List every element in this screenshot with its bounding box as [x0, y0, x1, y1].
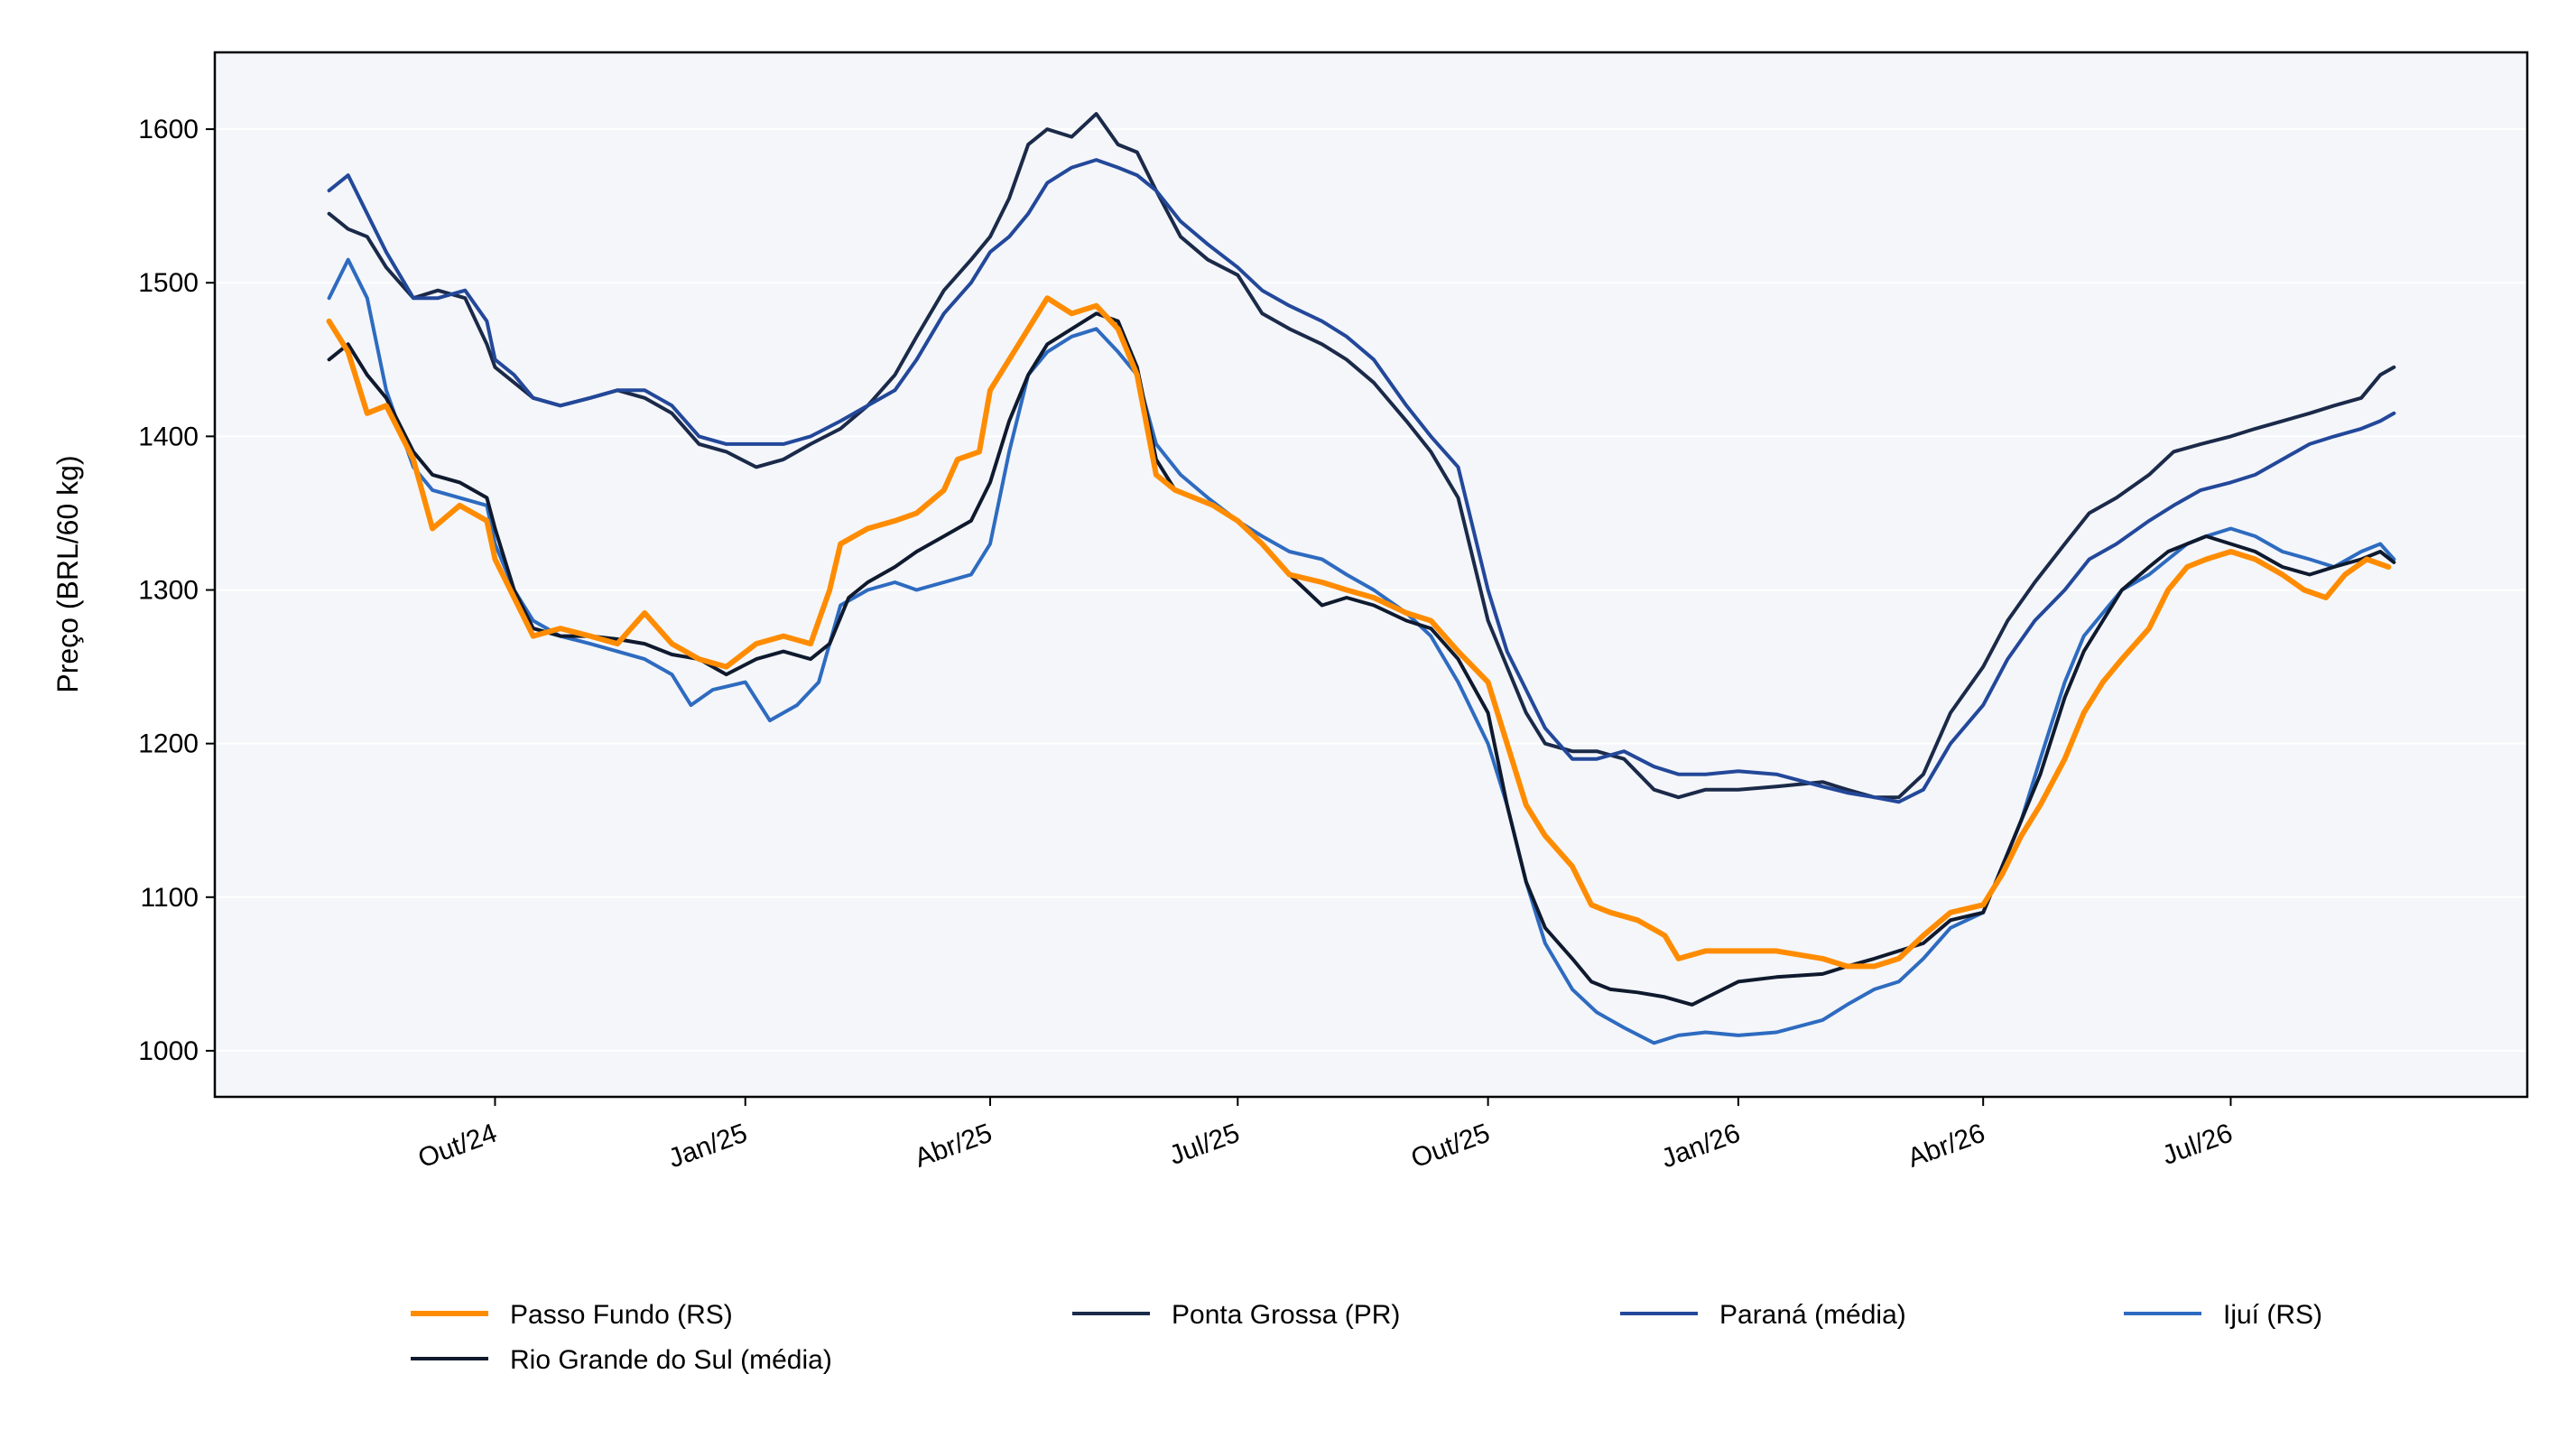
legend-label-1: Ponta Grossa (PR)	[1172, 1300, 1400, 1330]
x-tick-label-7: Jul/26	[2158, 1119, 2237, 1171]
series-lines	[326, 112, 2396, 1045]
y-tick-label-1200: 1200	[138, 729, 199, 759]
x-tick-label-5: Jan/26	[1657, 1119, 1744, 1174]
x-tick-label-3: Jul/25	[1165, 1119, 1244, 1171]
x-tick-label-4: Out/25	[1407, 1119, 1494, 1174]
y-tick-label-1100: 1100	[140, 883, 199, 913]
legend-label-3: Ijuí (RS)	[2223, 1300, 2322, 1330]
x-axis: Out/24 Jan/25 Abr/25 Jul/25 Out/25 Jan/26 Abr/…	[414, 1097, 2237, 1174]
plot-frame	[213, 51, 2529, 1099]
legend-label-4: Rio Grande do Sul (média)	[510, 1345, 832, 1375]
x-tick-label-1: Jan/25	[664, 1119, 751, 1174]
y-axis: 1000 1100 1200 1300 1400 1500 1600	[138, 115, 215, 1066]
x-tick-label-0: Out/24	[414, 1119, 501, 1174]
series-line-4	[327, 311, 2396, 1007]
x-tick-label-6: Abr/26	[1904, 1119, 1988, 1174]
legend-label-2: Paraná (média)	[1719, 1300, 1906, 1330]
y-tick-label-1400: 1400	[138, 422, 199, 451]
x-tick-label-2: Abr/25	[911, 1119, 996, 1174]
series-line-2	[327, 158, 2396, 804]
legend-label-0: Passo Fundo (RS)	[510, 1300, 733, 1330]
series-line-1	[327, 112, 2396, 800]
series-line-0	[326, 295, 2392, 970]
y-tick-label-1000: 1000	[138, 1036, 199, 1066]
series-line-3	[327, 257, 2396, 1045]
y-tick-label-1600: 1600	[138, 115, 199, 144]
legend: Passo Fundo (RS) Ponta Grossa (PR) Paraná …	[411, 1300, 2322, 1375]
y-tick-label-1500: 1500	[138, 268, 199, 298]
gridlines	[215, 128, 2527, 1052]
y-axis-title: Preço (BRL/60 kg)	[51, 455, 84, 692]
y-tick-label-1300: 1300	[138, 576, 199, 606]
